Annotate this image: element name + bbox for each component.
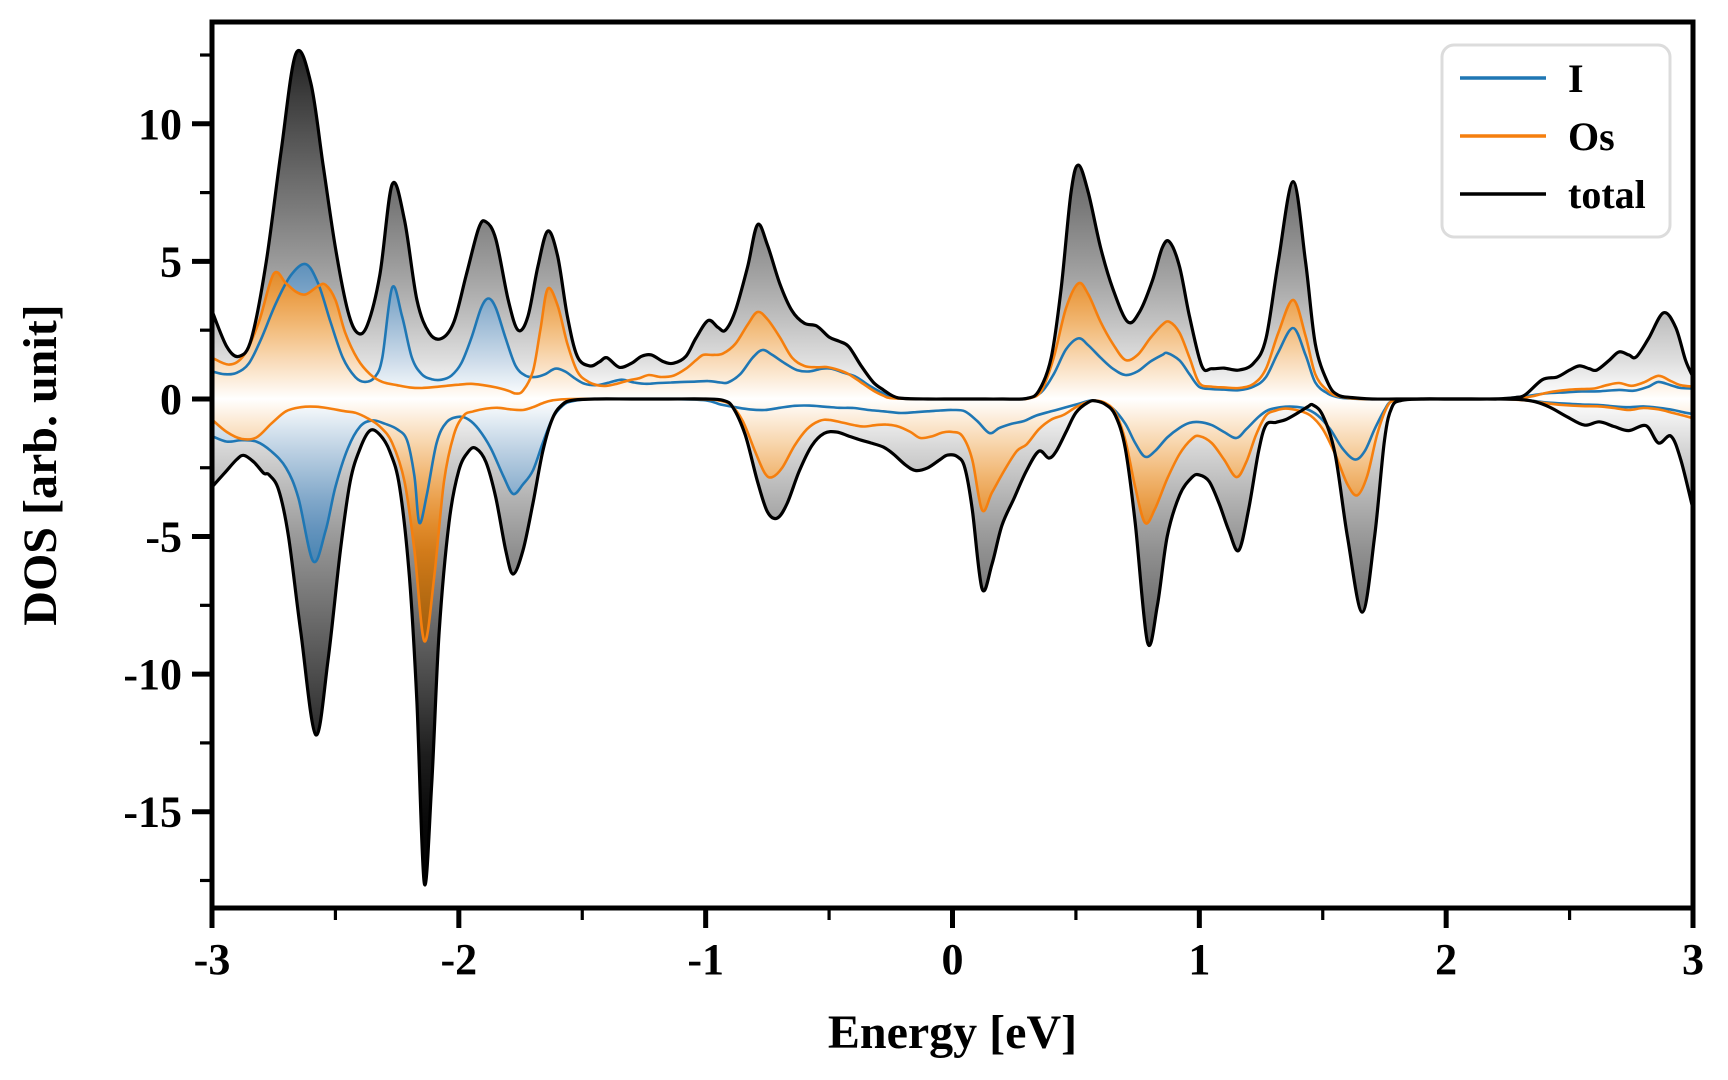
x-tick-label: -1	[687, 935, 724, 984]
legend-label-os: Os	[1568, 114, 1615, 159]
y-axis-label: DOS [arb. unit]	[14, 304, 67, 625]
y-tick-label: 0	[160, 375, 182, 424]
y-tick-label: -10	[123, 650, 182, 699]
legend-label-i: I	[1568, 56, 1584, 101]
x-tick-label: 0	[942, 935, 964, 984]
x-tick-label: -3	[194, 935, 231, 984]
x-tick-label: 2	[1435, 935, 1457, 984]
y-tick-label: 5	[160, 237, 182, 286]
legend-box	[1440, 43, 1672, 239]
line-i-up	[212, 262, 1693, 401]
x-axis-label: Energy [eV]	[828, 1006, 1077, 1059]
legend: I Os total	[1440, 43, 1672, 239]
y-tick-label: 10	[138, 100, 182, 149]
line-i-down	[212, 397, 1693, 564]
plot-area	[212, 49, 1693, 887]
x-tick-label: -2	[441, 935, 478, 984]
y-tick-label: -15	[123, 788, 182, 837]
line-os-down	[212, 397, 1693, 643]
x-tick-label: 3	[1682, 935, 1704, 984]
x-tick-label: 1	[1188, 935, 1210, 984]
line-total-down	[212, 397, 1693, 887]
area-os-up	[212, 272, 1693, 400]
legend-label-total: total	[1568, 172, 1646, 217]
y-tick-label: -5	[145, 513, 182, 562]
